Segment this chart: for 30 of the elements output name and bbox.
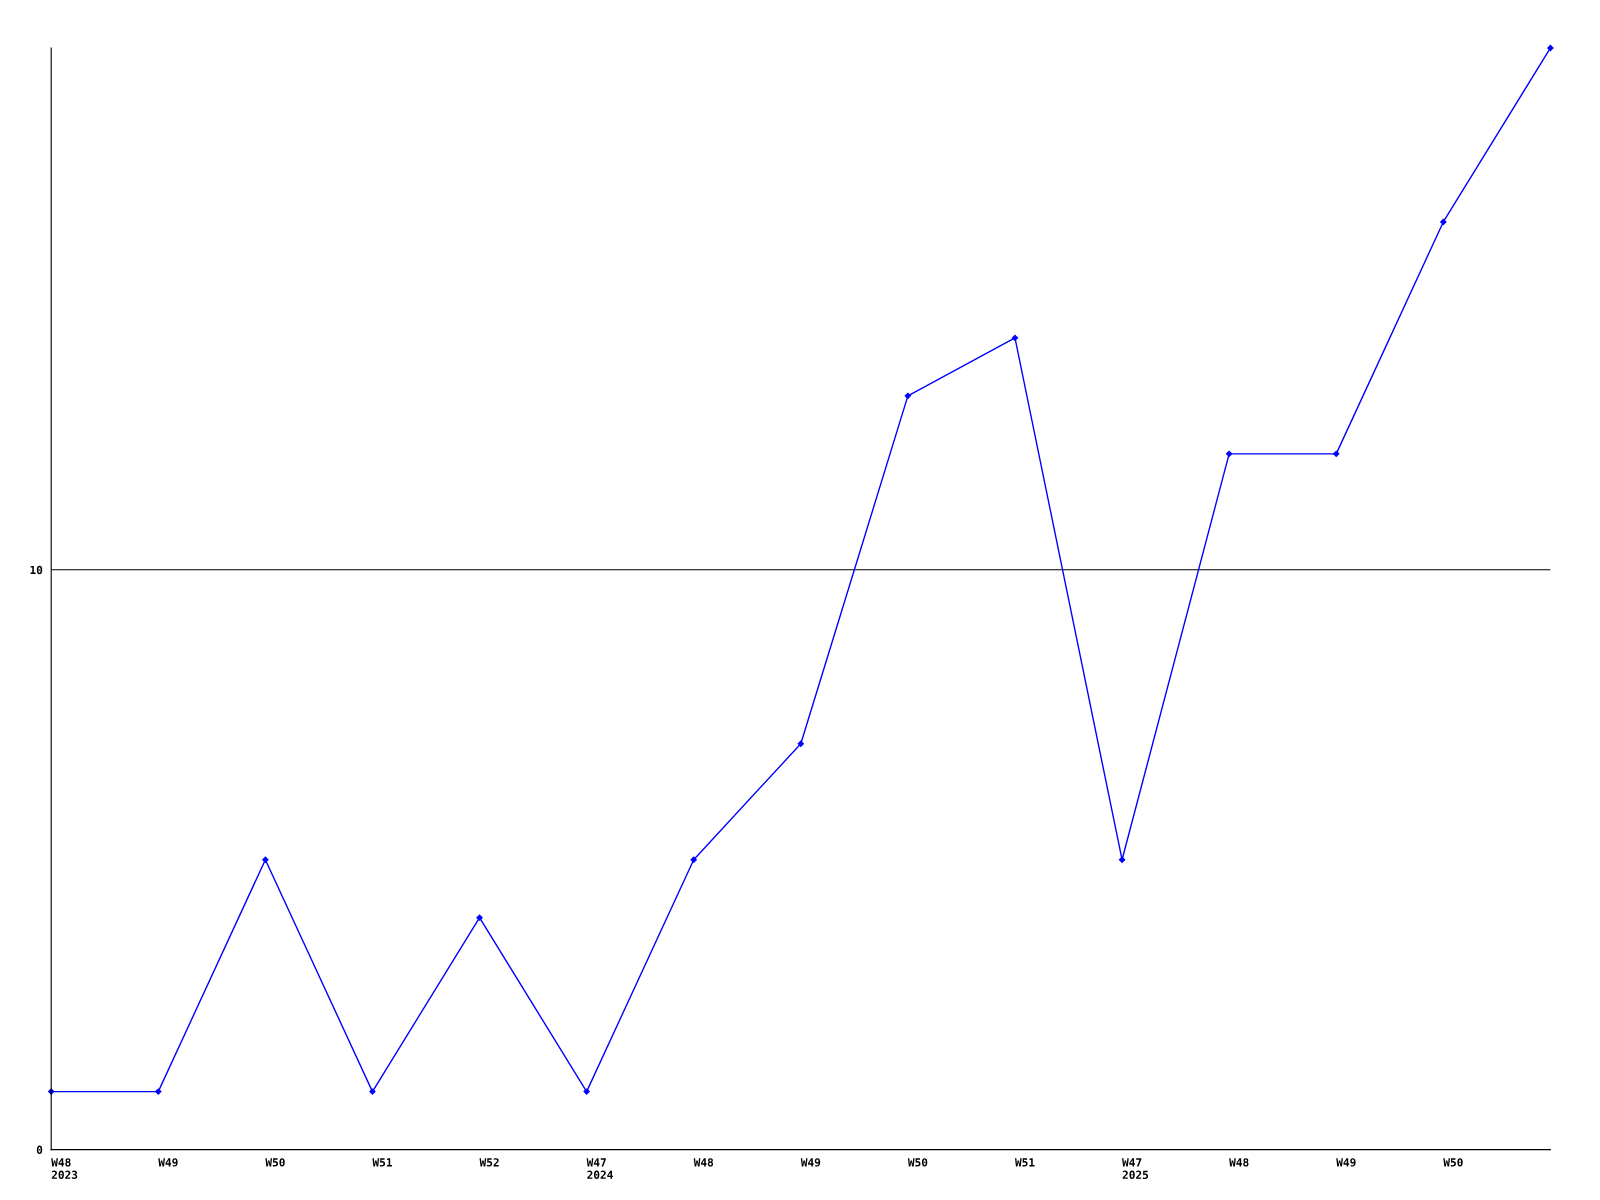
point <box>262 856 269 863</box>
point <box>476 914 483 921</box>
x-tick-label: W50 <box>907 1158 928 1167</box>
x-tick-label: W51 <box>372 1158 392 1167</box>
x-tick-label: W48 <box>1229 1158 1249 1167</box>
x-tick-label: W51 <box>1014 1158 1035 1167</box>
y-tick-label: 0 <box>36 1145 43 1154</box>
x-tick-label: W49 <box>158 1158 178 1167</box>
point <box>1118 856 1126 863</box>
y-tick-label: 10 <box>30 565 43 575</box>
x-tick-label: W47 2024 <box>586 1158 613 1179</box>
point <box>1440 218 1447 226</box>
point <box>904 392 912 400</box>
point <box>690 856 697 863</box>
x-tick-label: W49 <box>1336 1158 1356 1167</box>
x-tick-label: W47 2025 <box>1122 1158 1149 1179</box>
point <box>1333 450 1340 458</box>
x-tick-label: W52 <box>479 1158 499 1167</box>
x-tick-label: W50 <box>265 1158 285 1167</box>
point <box>797 740 804 747</box>
point <box>1225 450 1233 458</box>
point <box>583 1088 590 1095</box>
point <box>1547 44 1554 52</box>
x-tick-label: W49 <box>800 1158 821 1167</box>
x-tick-label: W50 <box>1443 1158 1463 1167</box>
point <box>1011 334 1019 342</box>
x-tick-label: W48 2023 <box>51 1158 78 1179</box>
x-tick-label: W48 <box>693 1158 714 1167</box>
point <box>155 1088 162 1095</box>
point <box>369 1088 376 1095</box>
